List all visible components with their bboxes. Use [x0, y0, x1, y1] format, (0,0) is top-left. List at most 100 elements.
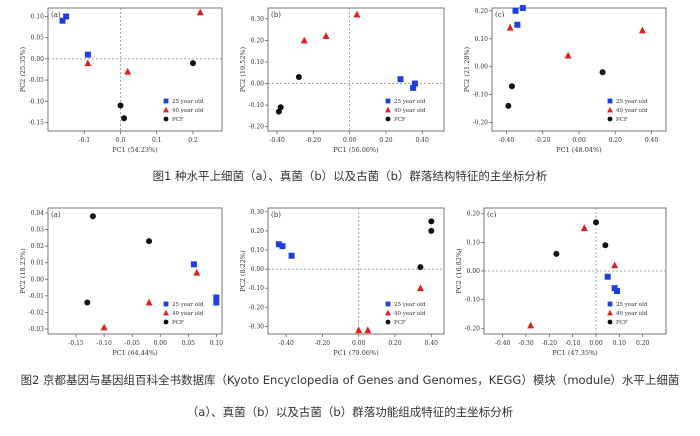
legend-marker-40yr	[385, 309, 391, 316]
x-tick-label: 0.05	[182, 340, 196, 347]
x-tick-label: 0.10	[613, 340, 627, 347]
y-tick-label: 0.10	[31, 13, 45, 20]
y-axis-label: PC2 (19.52%)	[239, 46, 247, 92]
legend: 25 year old 40 year old PCF	[607, 98, 648, 123]
legend-label: 25 year old	[394, 99, 426, 105]
data-point-pcf	[602, 242, 609, 249]
data-point-25yr	[411, 80, 418, 87]
x-tick-label: 0.40	[645, 137, 659, 144]
plot-frame	[47, 7, 223, 132]
fig2-panel-b: -0.40 -0.20 0.00 0.20 0.40 0.30 0.20 0.10 0.00 -0…	[238, 200, 450, 358]
data-point-40yr	[84, 59, 92, 67]
data-point-pcf	[599, 69, 606, 76]
data-point-25yr	[288, 252, 295, 259]
legend-label: 40 year old	[616, 311, 648, 317]
data-point-25yr	[279, 243, 286, 250]
data-point-25yr	[519, 5, 526, 11]
legend: 25 year old 40 year old PCF	[163, 301, 204, 326]
x-tick-label: 0.00	[154, 340, 168, 347]
panel-label: (b)	[271, 211, 281, 219]
data-point-pcf	[505, 102, 512, 109]
x-tick-label: -0.40	[278, 340, 294, 347]
data-point-40yr	[193, 268, 201, 276]
y-tick-label: -0.10	[465, 297, 481, 304]
plot-frame	[47, 207, 223, 335]
data-point-pcf	[275, 108, 282, 115]
y-tick-label: 0.30	[251, 209, 265, 216]
legend-marker-40yr	[163, 309, 169, 316]
legend-marker-pcf	[385, 116, 391, 122]
data-point-40yr	[355, 326, 363, 334]
x-tick-label: -0.15	[68, 340, 84, 347]
fig2-panel-c: -0.40 -0.30 -0.20 -0.10 0.00 0.10 0.20 0.20 0.10…	[454, 200, 672, 358]
legend-marker-pcf	[607, 116, 613, 122]
x-tick-label: -0.40	[269, 137, 285, 144]
data-point-pcf	[84, 299, 91, 306]
x-tick-label: -0.20	[542, 340, 558, 347]
data-point-40yr	[124, 67, 132, 75]
legend-marker-25yr	[607, 98, 613, 104]
y-tick-label: 0.20	[251, 37, 265, 44]
data-point-pcf	[146, 238, 153, 245]
y-axis-label: PC2 (16.82%)	[455, 248, 463, 294]
data-point-pcf	[417, 264, 424, 271]
data-point-40yr	[364, 326, 372, 334]
legend-marker-25yr	[163, 98, 169, 104]
legend-label: 25 year old	[172, 99, 204, 105]
x-tick-label: 0.40	[425, 340, 439, 347]
x-tick-label: 0.00	[572, 137, 586, 144]
legend-label: 40 year old	[616, 108, 648, 114]
legend: 25 year old 40 year old PCF	[607, 301, 648, 326]
y-tick-label: -0.20	[249, 124, 265, 131]
legend-marker-25yr	[385, 301, 391, 307]
y-tick-label: -0.10	[249, 102, 265, 109]
legend-label: 25 year old	[172, 302, 204, 308]
y-tick-label: 0.00	[467, 268, 481, 275]
data-point-40yr	[506, 23, 514, 31]
fig2-panel-a: -0.15 -0.10 -0.05 0.00 0.05 0.10 0.04 0.03 0.02 0…	[18, 200, 228, 358]
legend-label: 25 year old	[394, 302, 426, 308]
y-tick-label: 0.10	[467, 239, 481, 246]
figure2-caption-line2: （a）、真菌（b）以及古菌（b）群落功能组成特征的主坐标分析	[186, 405, 514, 419]
panel-label: (c)	[487, 211, 497, 219]
y-tick-label: 0.01	[31, 260, 44, 267]
data-point-25yr	[84, 51, 91, 58]
legend-label: PCF	[394, 320, 406, 326]
data-point-40yr	[527, 321, 535, 329]
y-tick-label: -0.10	[473, 92, 489, 99]
legend-marker-40yr	[385, 106, 391, 113]
x-tick-label: -0.1	[78, 137, 90, 144]
data-point-25yr	[275, 241, 282, 248]
y-tick-label: 0.20	[475, 8, 489, 15]
data-point-pcf	[428, 218, 435, 225]
data-point-40yr	[300, 36, 308, 44]
y-tick-label: 0.10	[251, 59, 265, 66]
data-point-25yr	[63, 13, 70, 20]
legend-marker-pcf	[163, 319, 169, 325]
x-tick-label: -0.10	[96, 340, 112, 347]
figure2-caption-line1: 图2 京都基因与基因组百科全书数据库（Kyoto Encyclopedia of…	[20, 373, 680, 387]
x-tick-label: 0.00	[589, 340, 603, 347]
y-tick-label: -0.15	[29, 120, 45, 127]
data-point-40yr	[638, 26, 646, 34]
y-tick-label: -0.20	[473, 120, 489, 127]
y-tick-label: 0.10	[475, 36, 489, 43]
legend-label: PCF	[172, 320, 184, 326]
legend-label: PCF	[616, 320, 628, 326]
x-tick-label: 0.20	[609, 137, 623, 144]
x-tick-label: -0.20	[315, 340, 331, 347]
legend-marker-40yr	[163, 106, 169, 113]
x-tick-label: 0.20	[636, 340, 650, 347]
x-tick-label: -0.20	[306, 137, 322, 144]
x-tick-label: 0.10	[210, 340, 224, 347]
panel-label: (a)	[51, 11, 61, 19]
fig2-scatter-c: -0.40 -0.30 -0.20 -0.10 0.00 0.10 0.20 0.20 0.10…	[455, 207, 667, 357]
y-tick-label: 0.00	[31, 276, 45, 283]
data-point-pcf	[190, 60, 196, 67]
data-point-25yr	[59, 17, 66, 24]
legend-label: 40 year old	[394, 108, 426, 114]
legend-label: 25 year old	[616, 302, 648, 308]
y-tick-label: 0.00	[475, 64, 489, 71]
data-point-25yr	[514, 21, 521, 28]
y-tick-label: -0.20	[465, 325, 481, 332]
